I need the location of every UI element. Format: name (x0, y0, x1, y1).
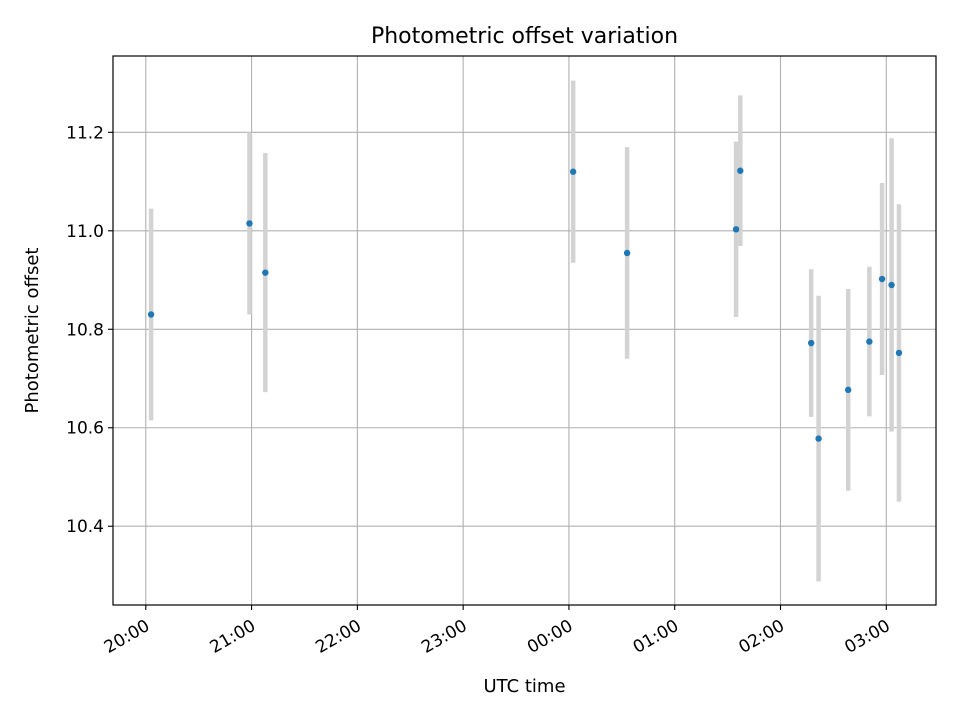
data-point (262, 269, 269, 276)
y-tick-label: 10.8 (66, 320, 104, 340)
data-point (807, 339, 815, 347)
chart-title: Photometric offset variation (371, 24, 678, 49)
axes-frame (112, 55, 937, 606)
data-point (569, 168, 577, 175)
x-axis-label: UTC time (483, 676, 565, 697)
y-tick-label: 11.2 (66, 123, 104, 143)
data-point (888, 281, 895, 289)
data-point (623, 249, 631, 257)
data-point (737, 167, 744, 174)
data-point (866, 338, 873, 345)
data-points (147, 167, 903, 442)
y-axis-ticks: 10.4 10.6 10.8 11.0 11.2 (66, 123, 113, 537)
data-point (895, 349, 903, 357)
y-tick-label: 10.6 (66, 419, 104, 439)
data-point (147, 311, 155, 318)
data-point (878, 275, 886, 283)
data-point (732, 226, 740, 233)
data-point (844, 386, 852, 394)
y-tick-label: 10.4 (66, 517, 104, 537)
data-point (815, 435, 822, 442)
data-point (246, 220, 253, 227)
y-tick-label: 11.0 (66, 222, 104, 242)
y-axis-label: Photometric offset (22, 248, 43, 414)
